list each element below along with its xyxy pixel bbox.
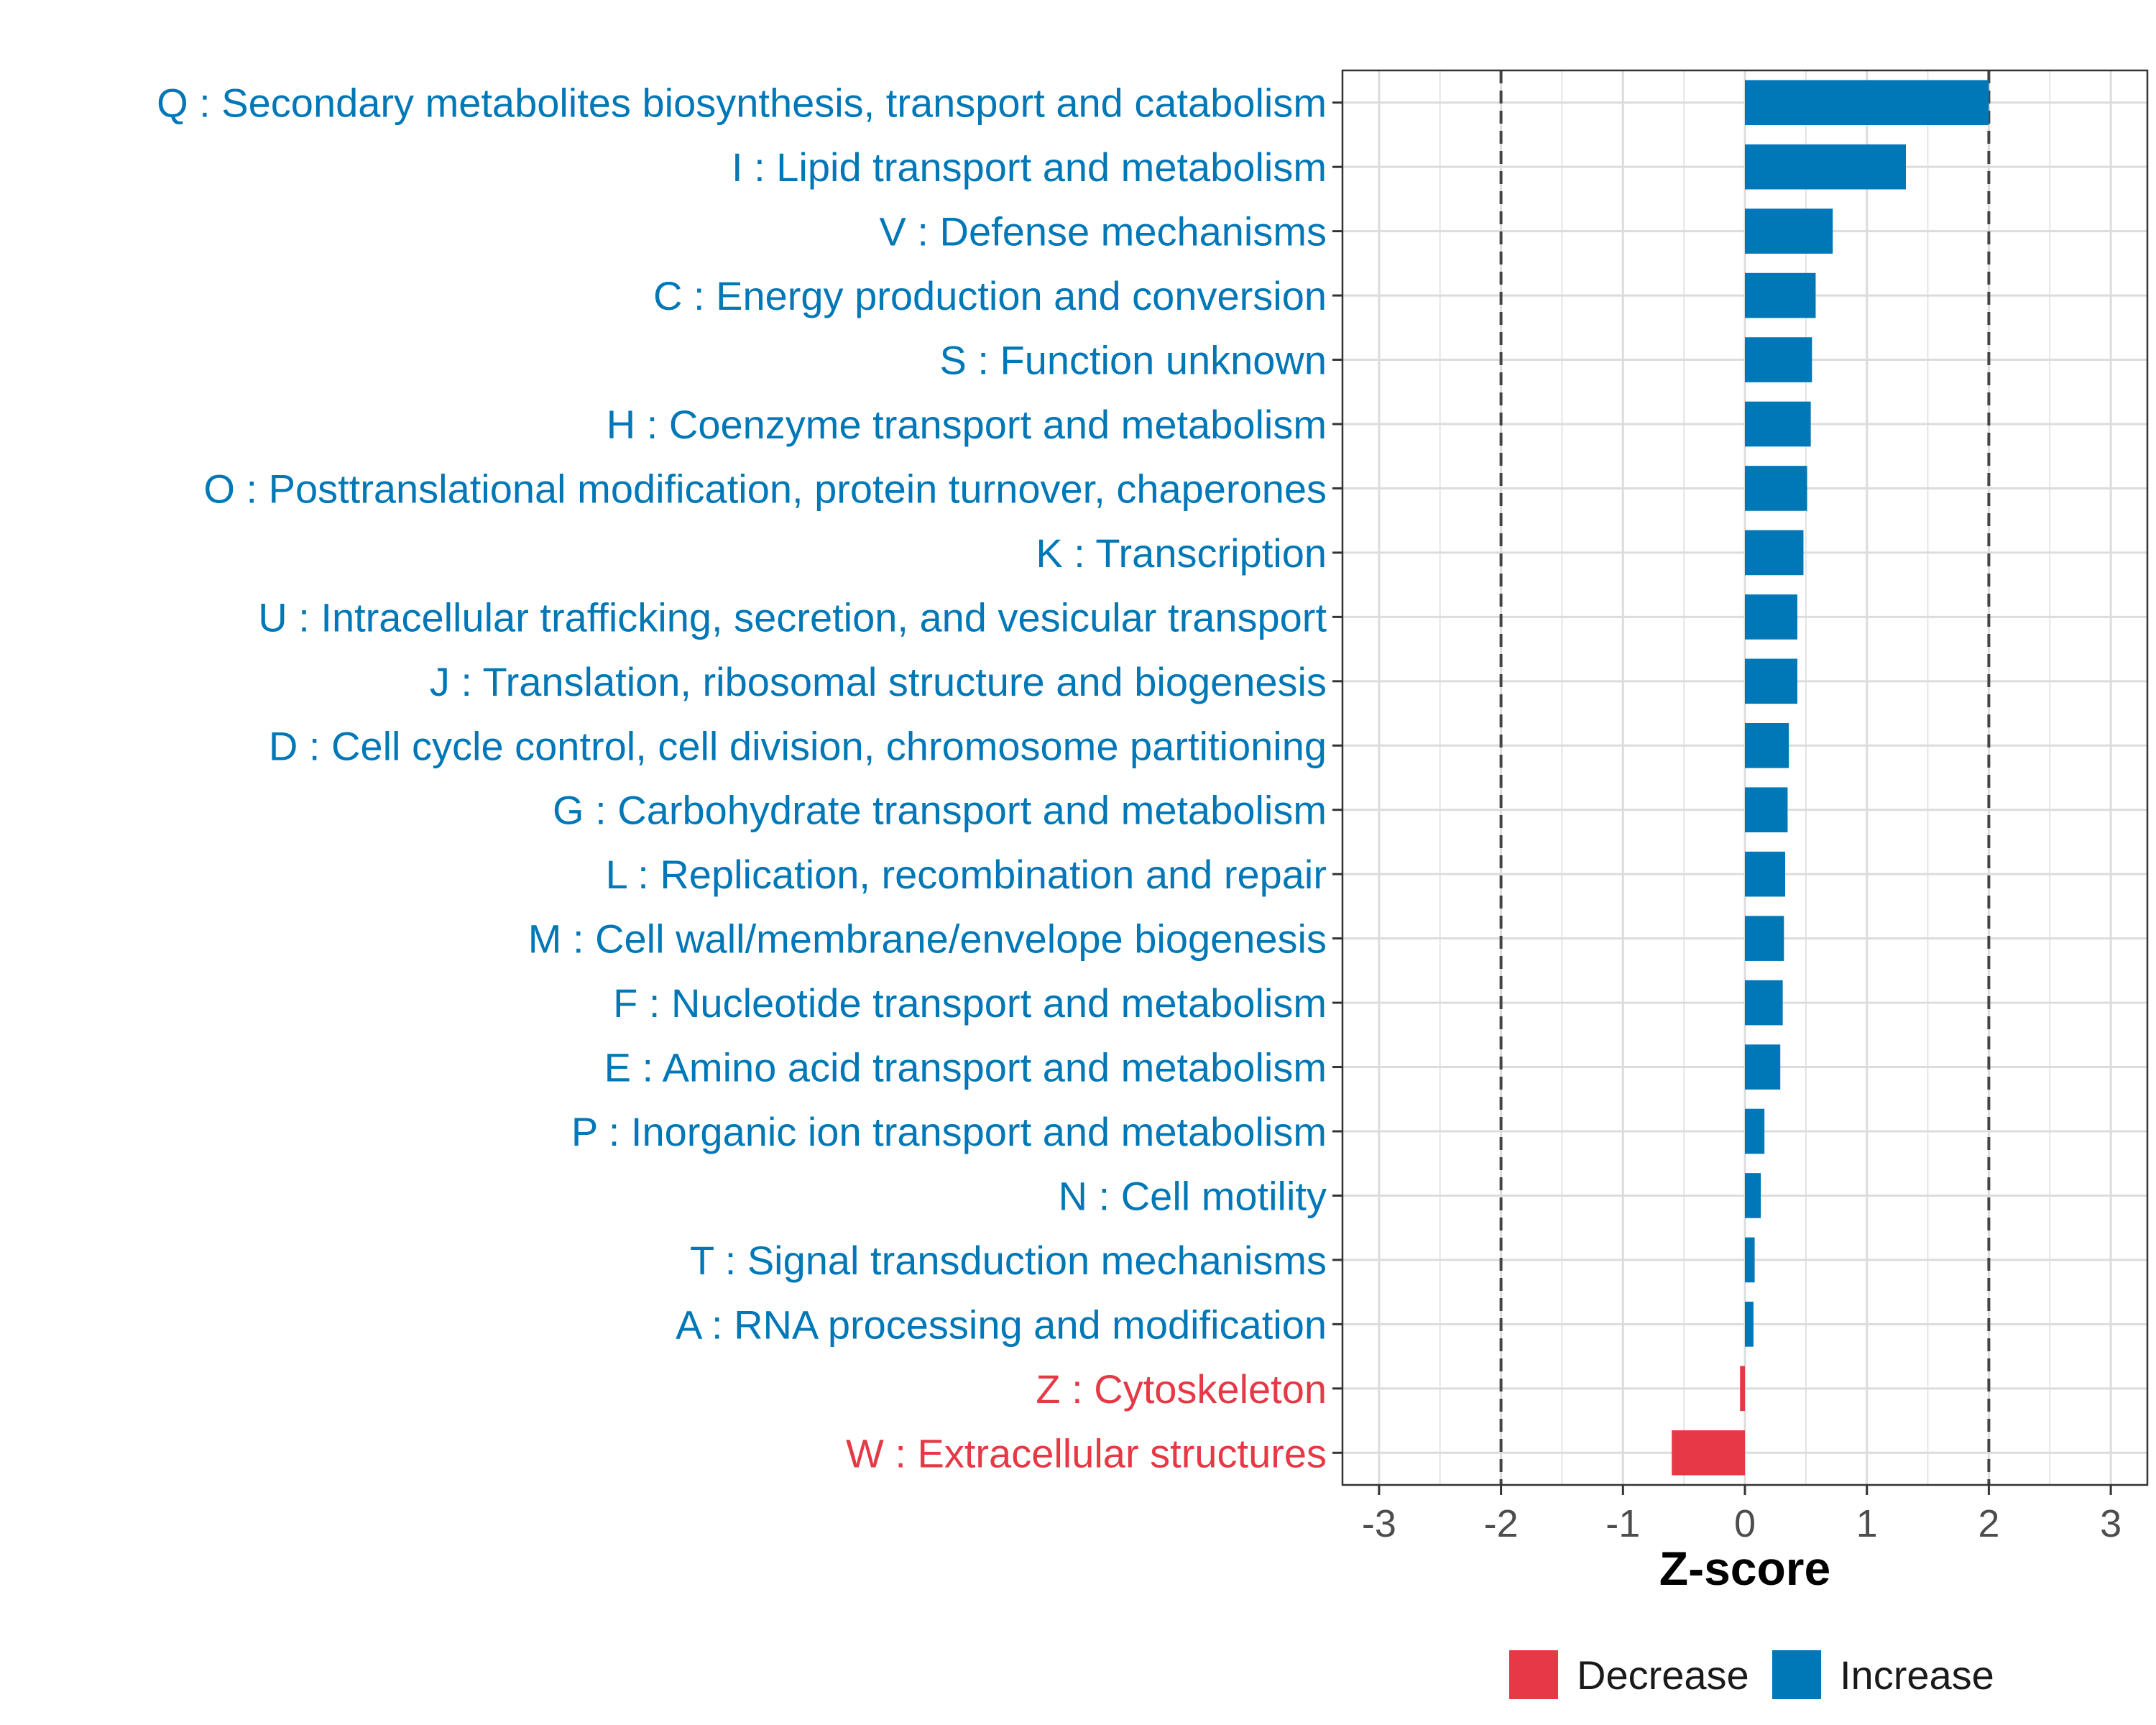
category-label: L : Replication, recombination and repai… (606, 852, 1327, 897)
x-tick-label: -3 (1362, 1502, 1396, 1545)
bar (1745, 658, 1797, 704)
category-label: O : Posttranslational modification, prot… (203, 466, 1327, 511)
bar (1740, 1366, 1745, 1412)
category-label: W : Extracellular structures (846, 1430, 1327, 1476)
bar (1745, 851, 1785, 897)
category-label: C : Energy production and conversion (653, 273, 1327, 318)
category-label: N : Cell motility (1059, 1173, 1327, 1218)
y-axis-ticks: Q : Secondary metabolites biosynthesis, … (157, 80, 1342, 1476)
category-label: D : Cell cycle control, cell division, c… (269, 723, 1327, 768)
x-tick-label: -2 (1484, 1502, 1519, 1545)
category-label: E : Amino acid transport and metabolism (604, 1045, 1327, 1090)
category-label: U : Intracellular trafficking, secretion… (258, 594, 1327, 640)
bar (1745, 594, 1797, 640)
legend-swatch (1772, 1650, 1821, 1699)
bar (1745, 1044, 1781, 1090)
category-label: H : Coenzyme transport and metabolism (607, 402, 1327, 447)
category-label: J : Translation, ribosomal structure and… (430, 659, 1327, 704)
x-axis-title: Z-score (1659, 1542, 1830, 1595)
legend-label: Decrease (1577, 1652, 1749, 1698)
bar (1745, 1302, 1754, 1347)
legend-swatch (1509, 1650, 1558, 1699)
legend: Decrease Increase (1509, 1650, 1994, 1699)
bar (1745, 916, 1784, 961)
category-label: Q : Secondary metabolites biosynthesis, … (157, 80, 1327, 126)
x-tick-label: 2 (1978, 1502, 1999, 1545)
bar (1745, 722, 1789, 768)
bars (1672, 80, 1989, 1476)
category-label: M : Cell wall/membrane/envelope biogenes… (528, 916, 1327, 962)
x-tick-label: 3 (2100, 1502, 2122, 1545)
category-label: I : Lipid transport and metabolism (732, 144, 1327, 190)
bar (1745, 272, 1816, 318)
bar (1745, 208, 1833, 254)
bar (1745, 1237, 1755, 1283)
bar (1745, 787, 1788, 833)
category-label: A : RNA processing and modification (676, 1302, 1327, 1347)
legend-label: Increase (1840, 1652, 1994, 1698)
bar (1745, 466, 1807, 511)
bar (1745, 337, 1812, 382)
bar (1745, 530, 1804, 576)
bar (1745, 144, 1906, 190)
category-label: F : Nucleotide transport and metabolism (613, 980, 1327, 1026)
category-label: K : Transcription (1036, 530, 1327, 576)
x-tick-label: 1 (1856, 1502, 1878, 1545)
bar (1745, 1173, 1761, 1218)
category-label: P : Inorganic ion transport and metaboli… (571, 1109, 1327, 1154)
category-label: V : Defense mechanisms (880, 209, 1327, 254)
category-label: S : Function unknown (939, 338, 1327, 383)
bar (1745, 1108, 1765, 1154)
reference-lines (1499, 70, 1991, 1485)
x-tick-label: -1 (1606, 1502, 1640, 1545)
bar (1672, 1430, 1745, 1476)
bar (1745, 401, 1811, 447)
category-label: G : Carbohydrate transport and metabolis… (553, 788, 1327, 833)
bar (1745, 980, 1783, 1026)
x-axis-ticks: -3 -2 -1 0 1 2 3 (1362, 1485, 2122, 1545)
bar (1745, 80, 1989, 126)
category-label: T : Signal transduction mechanisms (690, 1238, 1327, 1283)
x-tick-label: 0 (1734, 1502, 1756, 1545)
category-label: Z : Cytoskeleton (1036, 1366, 1327, 1412)
